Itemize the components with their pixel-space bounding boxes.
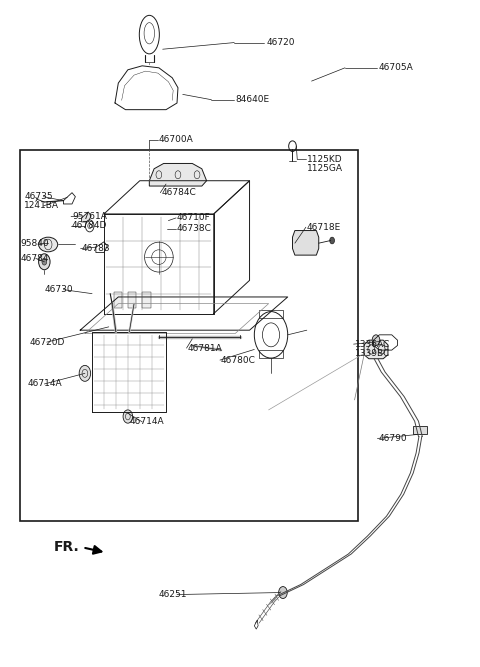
Bar [413,426,427,434]
Text: 1241BA: 1241BA [24,201,60,211]
Text: 46700A: 46700A [159,135,193,144]
Text: 1339BC: 1339BC [355,349,390,358]
Circle shape [372,335,380,346]
Text: 1336AC: 1336AC [355,340,390,349]
Text: FR.: FR. [54,540,80,554]
Text: 46720: 46720 [266,38,295,47]
Text: 46784: 46784 [21,254,49,263]
Text: 46714A: 46714A [129,418,164,426]
Text: 46735: 46735 [24,192,53,201]
Circle shape [123,410,132,423]
Bar [114,291,122,308]
Text: 46781A: 46781A [188,344,222,353]
Bar [259,310,283,318]
Polygon shape [149,163,206,186]
Circle shape [42,258,47,265]
Polygon shape [82,212,91,222]
Text: 95840: 95840 [21,239,49,247]
Polygon shape [292,231,319,255]
Bar [20,150,359,521]
Text: 46738C: 46738C [177,224,212,233]
Text: 46780C: 46780C [221,356,256,365]
Text: 46710F: 46710F [177,213,211,222]
Text: 1125GA: 1125GA [307,164,343,173]
Circle shape [279,586,287,598]
Circle shape [330,237,335,244]
Circle shape [38,253,50,269]
Text: 46730: 46730 [44,285,73,294]
Text: 46790: 46790 [378,434,407,443]
Text: 46784D: 46784D [72,221,108,230]
Text: 1125KD: 1125KD [307,155,342,164]
Text: 46720D: 46720D [29,338,64,347]
Text: 46783: 46783 [82,244,110,253]
Bar [142,291,151,308]
Text: 46251: 46251 [159,590,187,599]
Ellipse shape [38,237,58,252]
Bar [128,291,136,308]
Circle shape [79,366,91,382]
Text: 95761A: 95761A [72,212,107,221]
Text: 46784C: 46784C [161,188,196,197]
Polygon shape [364,340,388,359]
Text: 84640E: 84640E [235,95,269,104]
Text: 46705A: 46705A [378,63,413,72]
Text: 46718E: 46718E [307,223,341,231]
Text: 46714A: 46714A [28,380,62,388]
Bar [259,350,283,358]
